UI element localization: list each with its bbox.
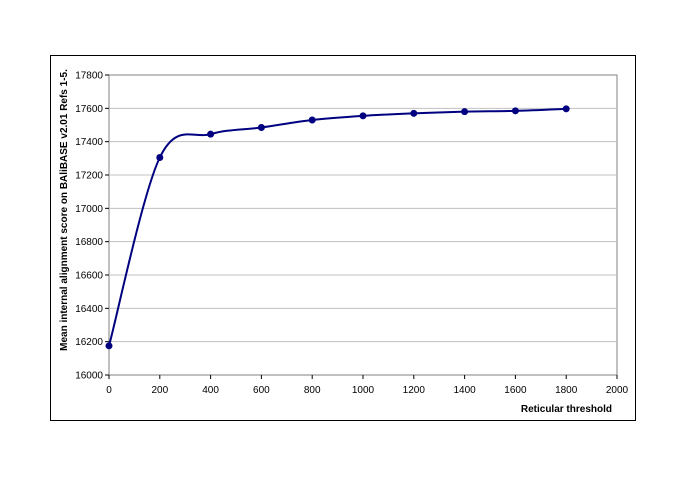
x-tick-label: 1400 [453, 385, 476, 396]
y-tick-label: 16000 [75, 371, 103, 382]
data-point [257, 124, 265, 131]
x-tick-label: 600 [253, 385, 270, 396]
y-tick-label: 17600 [75, 104, 103, 115]
x-tick-label: 1000 [352, 385, 375, 396]
x-tick-label: 800 [304, 385, 321, 396]
data-point [359, 112, 367, 120]
data-point [410, 109, 418, 117]
y-tick-label: 17200 [75, 171, 103, 182]
x-tick-label: 1200 [403, 385, 426, 396]
y-tick-label: 17000 [75, 204, 103, 215]
y-tick-label: 16600 [75, 271, 103, 282]
data-points [105, 105, 570, 350]
data-point [156, 154, 164, 161]
x-axis: 0 200 400 600 800 1000 1200 1400 1600 1800 2000 [106, 375, 629, 396]
gridlines [109, 107, 617, 343]
y-tick-label: 16800 [75, 237, 103, 248]
x-tick-label: 200 [151, 385, 168, 396]
y-tick-label: 17400 [75, 137, 103, 148]
data-point [207, 130, 215, 138]
y-tick-label: 16400 [75, 304, 103, 315]
data-point [105, 342, 113, 350]
y-tick-label: 16200 [75, 337, 103, 348]
y-axis-title: Mean internal alignment score on BAliBAS… [59, 69, 70, 351]
plot-area [108, 74, 618, 376]
x-tick-label: 0 [106, 385, 112, 396]
x-tick-label: 1800 [555, 385, 578, 396]
x-axis-title: Reticular threshold [521, 404, 612, 415]
x-tick-label: 2000 [606, 385, 629, 396]
y-tick-label: 17800 [75, 71, 103, 82]
x-tick-label: 1600 [504, 385, 527, 396]
data-point [308, 116, 316, 124]
data-point [562, 105, 570, 113]
data-point [461, 108, 469, 116]
x-tick-label: 400 [202, 385, 219, 396]
data-point [511, 107, 519, 115]
y-axis: 16000 16200 16400 16600 16800 17000 17200 17400… [75, 71, 109, 382]
